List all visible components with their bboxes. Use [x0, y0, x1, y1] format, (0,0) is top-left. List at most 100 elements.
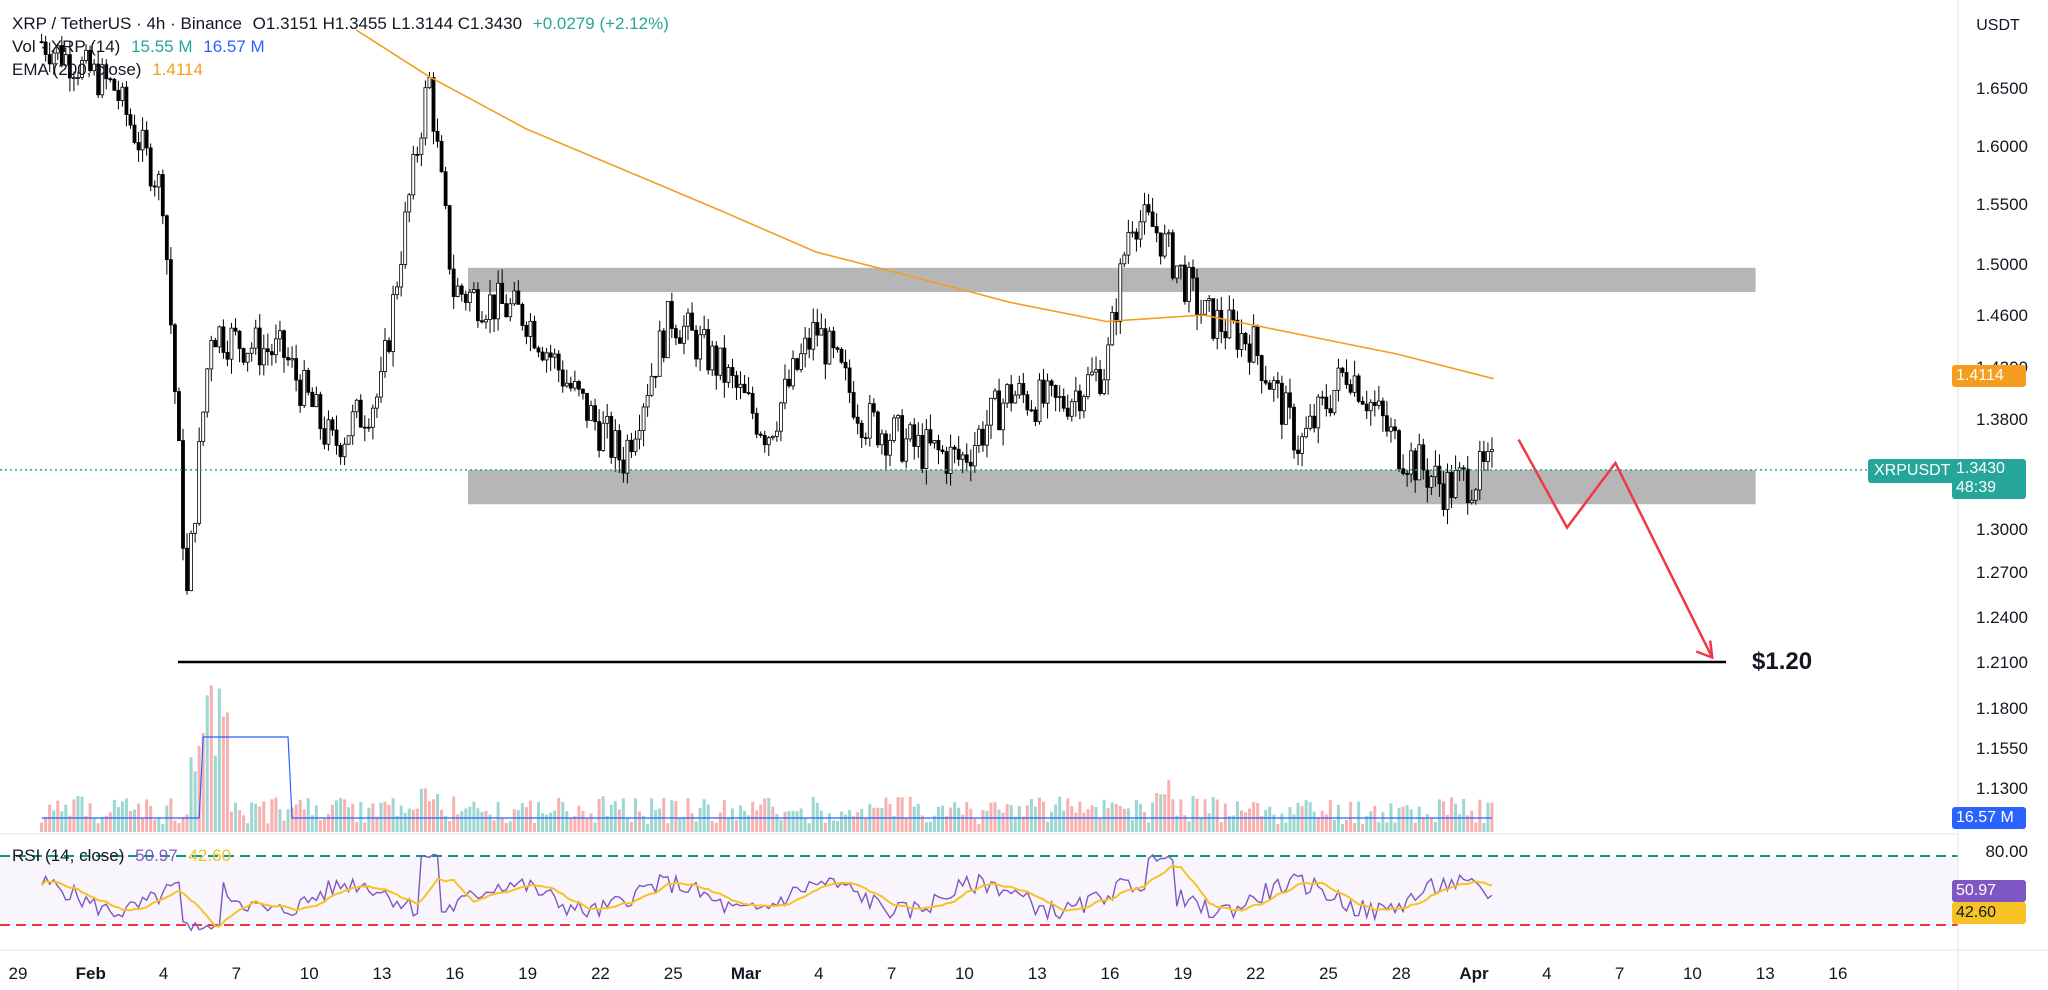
price-tick-label: 1.1800 — [1976, 699, 2028, 718]
volume-bar — [864, 818, 868, 832]
target-price-label: $1.20 — [1752, 648, 1813, 675]
candle — [116, 80, 121, 110]
volume-bar — [415, 808, 419, 832]
candle-body — [1001, 402, 1006, 431]
volume-bar — [1357, 801, 1361, 832]
volume-bar — [1122, 808, 1126, 832]
volume-bar — [827, 813, 831, 832]
candle-body — [84, 49, 88, 61]
candle-body — [952, 446, 957, 450]
vol-value-2: 16.57 M — [203, 37, 265, 56]
volume-bar — [678, 818, 682, 832]
currency-label[interactable]: USDT — [1976, 17, 2020, 34]
volume-bar — [1070, 806, 1074, 832]
volume-bar — [1062, 810, 1066, 832]
candle — [1001, 398, 1006, 446]
candle-body — [1288, 392, 1292, 408]
candle — [197, 427, 202, 526]
candle — [985, 410, 989, 458]
volume-bar — [145, 799, 149, 832]
candle-body — [1421, 444, 1426, 471]
volume-bar — [460, 811, 464, 832]
volume-bar — [694, 821, 698, 832]
candle — [682, 315, 686, 355]
candle-body — [730, 367, 735, 376]
candle-body — [1114, 312, 1119, 323]
candle — [1029, 400, 1034, 413]
candle — [1473, 487, 1478, 505]
candle-body — [762, 434, 767, 446]
volume-bar — [274, 797, 278, 832]
candle-body — [1308, 415, 1313, 429]
candle — [322, 416, 327, 450]
candle — [164, 214, 169, 275]
candle — [1166, 229, 1171, 247]
candle — [338, 442, 343, 465]
volume-bar — [359, 802, 363, 832]
volume-bar — [177, 823, 181, 832]
volume-bar — [286, 809, 290, 832]
candle — [653, 375, 658, 388]
candle — [1481, 440, 1486, 471]
time-tick-label: 22 — [591, 964, 610, 983]
candle — [72, 71, 76, 92]
volume-bar — [585, 818, 589, 832]
candle — [1013, 390, 1018, 404]
candle — [1053, 384, 1058, 412]
candle — [560, 360, 565, 393]
symbol-title[interactable]: XRP / TetherUS · 4h · Binance — [12, 14, 242, 33]
candle — [924, 419, 929, 485]
candle — [932, 439, 937, 449]
candle-body — [997, 390, 1001, 431]
candle-body — [96, 63, 101, 96]
candle-body — [1401, 468, 1405, 474]
candle-body — [1094, 369, 1098, 373]
candle — [597, 409, 602, 458]
price-tick-label: 1.1550 — [1976, 739, 2028, 758]
volume-bar — [884, 797, 888, 832]
volume-bar — [1478, 799, 1482, 832]
candle-body — [366, 426, 371, 429]
candle-body — [774, 430, 779, 437]
volume-bar — [157, 817, 161, 832]
candle-body — [459, 285, 464, 295]
candle-body — [1178, 264, 1183, 267]
volume-bar — [355, 822, 359, 832]
time-tick-label: Feb — [76, 964, 106, 983]
candle-body — [1223, 331, 1228, 339]
candle — [847, 359, 852, 404]
candle — [415, 146, 420, 163]
time-tick-label: 16 — [1101, 964, 1120, 983]
candle — [981, 421, 985, 452]
candle-body — [330, 419, 335, 431]
volume-legend[interactable]: Vol · XRP (14) 15.55 M 16.57 M — [12, 37, 271, 57]
candle — [678, 330, 682, 344]
rsi-ma-tag: 42.60 — [1952, 902, 2026, 924]
candle-body — [217, 326, 222, 348]
rsi-legend[interactable]: RSI (14, close) 50.97 42.60 — [12, 846, 237, 866]
ema-legend[interactable]: EMA (200, close) 1.4114 — [12, 60, 209, 80]
candle-body — [1389, 426, 1393, 432]
candle-body — [278, 330, 282, 340]
candle-body — [112, 78, 117, 91]
candle-body — [185, 547, 189, 592]
candle — [1162, 224, 1167, 259]
volume-bar — [508, 821, 512, 832]
candle-body — [1465, 468, 1470, 504]
candle — [581, 388, 585, 400]
candle — [173, 322, 177, 404]
candle-body — [593, 405, 597, 422]
candle — [1174, 265, 1179, 284]
volume-bar — [541, 813, 545, 832]
candle — [1490, 437, 1494, 468]
candle-body — [706, 329, 711, 371]
candle-body — [253, 327, 258, 349]
volume-bar — [1203, 799, 1207, 832]
symbol-legend[interactable]: XRP / TetherUS · 4h · Binance O1.3151 H1… — [12, 14, 675, 34]
volume-bar — [407, 808, 411, 832]
volume-bar — [1308, 802, 1312, 832]
candle-body — [403, 211, 408, 265]
volume-bar — [1332, 819, 1336, 832]
candle-body — [265, 348, 270, 353]
